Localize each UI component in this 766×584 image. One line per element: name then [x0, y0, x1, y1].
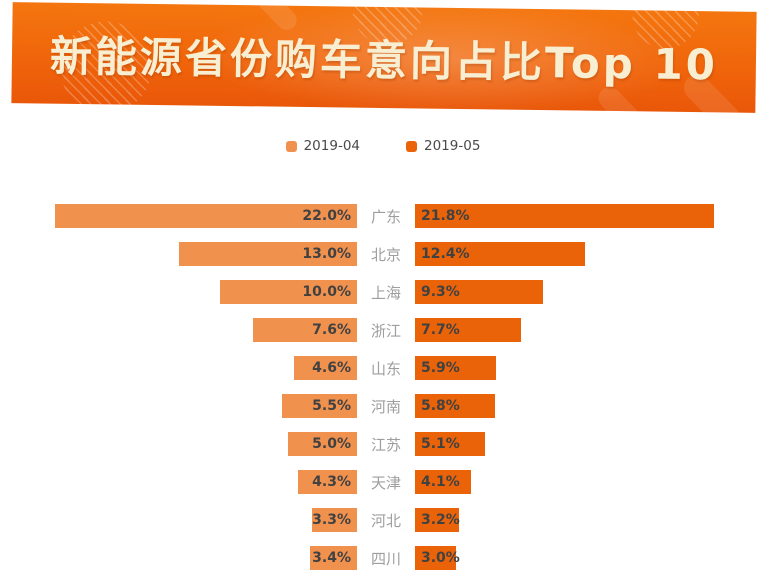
bar-2019-05: 4.1%	[415, 470, 472, 494]
bar-2019-05: 3.2%	[415, 508, 460, 532]
value-label-2019-04: 22.0%	[302, 208, 351, 224]
category-label: 北京	[370, 245, 401, 264]
right-bar-cell: 4.1%	[415, 470, 766, 494]
value-label-2019-05: 4.1%	[421, 474, 460, 490]
value-label-2019-04: 7.6%	[312, 322, 351, 338]
category-label: 河南	[370, 397, 401, 416]
bar-2019-04: 4.6%	[293, 356, 357, 380]
value-label-2019-05: 3.2%	[421, 512, 460, 528]
bar-2019-05: 9.3%	[415, 280, 543, 304]
bar-2019-04: 10.0%	[219, 280, 357, 304]
right-bar-cell: 5.8%	[415, 394, 766, 418]
value-label-2019-05: 5.1%	[421, 436, 460, 452]
category-label: 上海	[370, 283, 401, 302]
bar-2019-05: 7.7%	[415, 318, 521, 342]
bar-2019-04: 3.3%	[311, 508, 357, 532]
category-label: 四川	[370, 549, 401, 568]
bar-2019-05: 12.4%	[415, 242, 586, 266]
value-label-2019-04: 3.3%	[312, 512, 351, 528]
category-label: 河北	[370, 511, 401, 530]
left-bar-cell: 4.3%	[0, 470, 357, 494]
bar-2019-05: 5.9%	[415, 356, 496, 380]
left-bar-cell: 5.5%	[0, 394, 357, 418]
right-bar-cell: 12.4%	[415, 242, 766, 266]
chart-legend: 2019-04 2019-05	[0, 138, 766, 154]
category-label: 广东	[370, 207, 401, 226]
chart-row: 4.6% 山东 5.9%	[0, 356, 766, 380]
category-label: 江苏	[370, 435, 401, 454]
chart-row: 3.3% 河北 3.2%	[0, 508, 766, 532]
bar-2019-04: 3.4%	[310, 546, 357, 570]
bar-2019-04: 5.0%	[288, 432, 357, 456]
value-label-2019-05: 7.7%	[421, 322, 460, 338]
legend-item-2019-05[interactable]: 2019-05	[406, 138, 480, 154]
value-label-2019-05: 3.0%	[421, 550, 460, 566]
left-bar-cell: 5.0%	[0, 432, 357, 456]
category-label: 浙江	[370, 321, 401, 340]
value-label-2019-05: 12.4%	[421, 246, 470, 262]
bar-2019-04: 7.6%	[252, 318, 357, 342]
tornado-chart: 22.0% 广东 21.8% 13.0% 北京 12.4% 10.0%	[0, 204, 766, 584]
legend-item-2019-04[interactable]: 2019-04	[285, 138, 360, 154]
value-label-2019-04: 5.0%	[312, 436, 351, 452]
bar-2019-04: 5.5%	[281, 394, 357, 418]
left-bar-cell: 4.6%	[0, 356, 357, 380]
bar-2019-04: 13.0%	[178, 242, 357, 266]
bar-2019-05: 3.0%	[415, 546, 460, 570]
right-bar-cell: 5.1%	[415, 432, 766, 456]
legend-label: 2019-05	[424, 138, 481, 154]
chart-row: 22.0% 广东 21.8%	[0, 204, 766, 228]
left-bar-cell: 3.3%	[0, 508, 357, 532]
right-bar-cell: 3.0%	[415, 546, 766, 570]
chart-row: 10.0% 上海 9.3%	[0, 280, 766, 304]
value-label-2019-04: 4.3%	[312, 474, 351, 490]
bar-2019-04: 4.3%	[297, 470, 357, 494]
title-banner: 新能源省份购车意向占比Top 10	[11, 2, 757, 113]
chart-row: 7.6% 浙江 7.7%	[0, 318, 766, 342]
value-label-2019-04: 13.0%	[302, 246, 351, 262]
left-bar-cell: 13.0%	[0, 242, 357, 266]
chart-row: 4.3% 天津 4.1%	[0, 470, 766, 494]
value-label-2019-04: 3.4%	[312, 550, 351, 566]
bar-2019-05: 21.8%	[415, 204, 715, 228]
bar-2019-05: 5.8%	[415, 394, 495, 418]
category-label: 天津	[370, 473, 401, 492]
right-bar-cell: 21.8%	[415, 204, 766, 228]
bar-2019-05: 5.1%	[415, 432, 486, 456]
left-bar-cell: 7.6%	[0, 318, 357, 342]
bar-2019-04: 22.0%	[54, 204, 357, 228]
value-label-2019-05: 9.3%	[421, 284, 460, 300]
right-bar-cell: 5.9%	[415, 356, 766, 380]
page-title: 新能源省份购车意向占比Top 10	[49, 31, 719, 90]
chart-row: 3.4% 四川 3.0%	[0, 546, 766, 570]
chart-row: 5.5% 河南 5.8%	[0, 394, 766, 418]
right-bar-cell: 7.7%	[415, 318, 766, 342]
left-bar-cell: 22.0%	[0, 204, 357, 228]
left-bar-cell: 10.0%	[0, 280, 357, 304]
value-label-2019-05: 21.8%	[421, 208, 470, 224]
legend-swatch-icon	[406, 140, 417, 152]
left-bar-cell: 3.4%	[0, 546, 357, 570]
legend-label: 2019-04	[303, 138, 360, 154]
category-label: 山东	[370, 359, 401, 378]
chart-row: 5.0% 江苏 5.1%	[0, 432, 766, 456]
value-label-2019-04: 10.0%	[302, 284, 351, 300]
value-label-2019-04: 5.5%	[312, 398, 351, 414]
chart-row: 13.0% 北京 12.4%	[0, 242, 766, 266]
legend-swatch-icon	[285, 140, 297, 152]
right-bar-cell: 9.3%	[415, 280, 766, 304]
value-label-2019-05: 5.9%	[421, 360, 460, 376]
value-label-2019-04: 4.6%	[312, 360, 351, 376]
right-bar-cell: 3.2%	[415, 508, 766, 532]
value-label-2019-05: 5.8%	[421, 398, 460, 414]
